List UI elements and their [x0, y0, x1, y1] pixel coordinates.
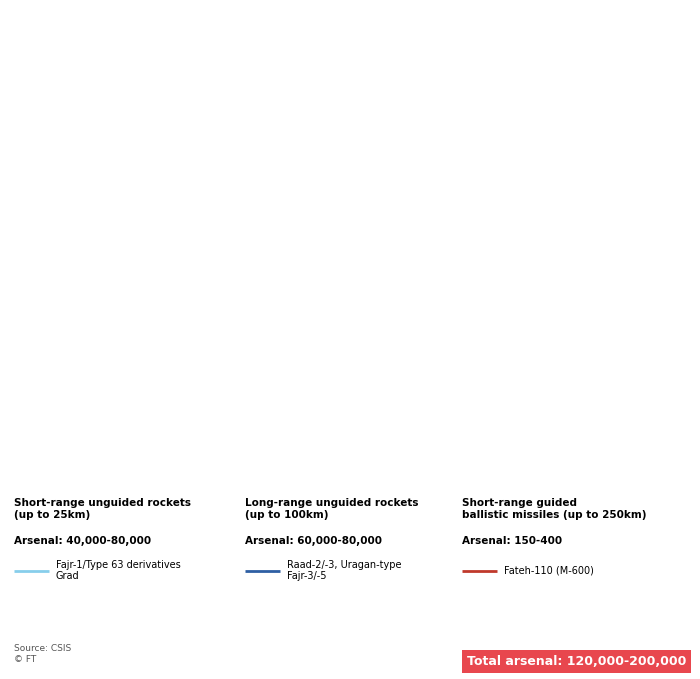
Text: Fajr-1/Type 63 derivatives
Grad: Fajr-1/Type 63 derivatives Grad	[56, 559, 181, 581]
Text: Fateh-110 (M-600): Fateh-110 (M-600)	[504, 566, 594, 576]
Text: Short-range guided
ballistic missiles (up to 250km): Short-range guided ballistic missiles (u…	[462, 498, 647, 520]
Text: Arsenal: 150-400: Arsenal: 150-400	[462, 536, 562, 547]
Text: Arsenal: 40,000-80,000: Arsenal: 40,000-80,000	[14, 536, 151, 547]
Text: Arsenal: 60,000-80,000: Arsenal: 60,000-80,000	[245, 536, 382, 547]
Text: Total arsenal: 120,000-200,000: Total arsenal: 120,000-200,000	[467, 655, 686, 667]
Text: Long-range unguided rockets
(up to 100km): Long-range unguided rockets (up to 100km…	[245, 498, 419, 520]
Text: Source: CSIS
© FT: Source: CSIS © FT	[14, 644, 71, 664]
Text: Short-range unguided rockets
(up to 25km): Short-range unguided rockets (up to 25km…	[14, 498, 191, 520]
Text: Raad-2/-3, Uragan-type
Fajr-3/-5: Raad-2/-3, Uragan-type Fajr-3/-5	[287, 559, 402, 581]
